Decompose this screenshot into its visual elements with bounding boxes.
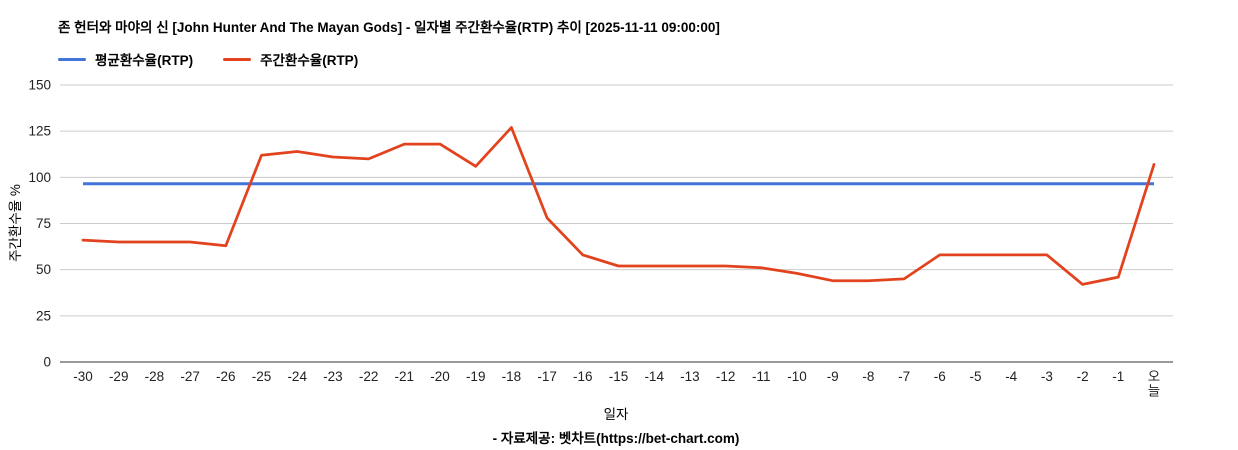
- x-tick-label: -23: [323, 369, 343, 384]
- x-tick-label: -12: [716, 369, 736, 384]
- x-axis-label: 일자: [603, 407, 629, 422]
- legend-item-average: 평균환수율(RTP): [58, 49, 193, 69]
- x-tick-label: -18: [502, 369, 522, 384]
- x-tick-label: -17: [537, 369, 557, 384]
- y-tick-label: 75: [36, 216, 51, 231]
- weekly-line: [81, 126, 1156, 286]
- x-tick-label: -5: [969, 369, 981, 384]
- y-tick-label: 125: [28, 124, 51, 139]
- y-tick-label: 50: [36, 262, 51, 277]
- x-tick-label: -2: [1077, 369, 1089, 384]
- x-tick-label: -27: [180, 369, 200, 384]
- x-tick-label: -28: [145, 369, 165, 384]
- x-tick-label: -11: [752, 369, 771, 384]
- footer-source: - 자료제공: 벳차트(https://bet-chart.com): [492, 431, 740, 446]
- legend-item-weekly: 주간환수율(RTP): [223, 49, 358, 69]
- x-tick-label: -22: [359, 369, 379, 384]
- chart-title: 존 헌터와 마야의 신 [John Hunter And The Mayan G…: [58, 20, 720, 35]
- average-line-swatch: [58, 57, 86, 61]
- x-tick-label: -6: [934, 369, 946, 384]
- y-tick-label: 100: [28, 170, 51, 185]
- x-tick-label: -4: [1005, 369, 1017, 384]
- x-tick-label: -26: [216, 369, 236, 384]
- x-tick-label: -8: [862, 369, 874, 384]
- y-tick-label: 25: [36, 308, 51, 323]
- x-tick-label: -15: [609, 369, 629, 384]
- y-tick-label: 0: [43, 355, 51, 370]
- x-tick-label: -10: [787, 369, 807, 384]
- x-tick-label: -3: [1041, 369, 1053, 384]
- x-tick-label: -1: [1112, 369, 1124, 384]
- x-tick-label: -29: [109, 369, 129, 384]
- x-tick-label: -20: [430, 369, 450, 384]
- y-tick-label: 150: [28, 78, 51, 93]
- x-tick-label: -19: [466, 369, 486, 384]
- x-tick-label: -21: [395, 369, 415, 384]
- legend-label-weekly: 주간환수율(RTP): [260, 53, 359, 68]
- legend: 평균환수율(RTP) 주간환수율(RTP): [58, 49, 358, 69]
- x-tick-label: -13: [680, 369, 700, 384]
- weekly-line-swatch: [223, 57, 252, 61]
- x-tick-label: -30: [73, 369, 93, 384]
- legend-label-average: 평균환수율(RTP): [95, 53, 194, 68]
- x-tick-label: -9: [827, 369, 839, 384]
- x-tick-label: -25: [252, 369, 272, 384]
- x-tick-label: -24: [287, 369, 307, 384]
- x-tick-label: -16: [573, 369, 593, 384]
- x-tick-label: -7: [898, 369, 910, 384]
- x-tick-label: -14: [644, 369, 664, 384]
